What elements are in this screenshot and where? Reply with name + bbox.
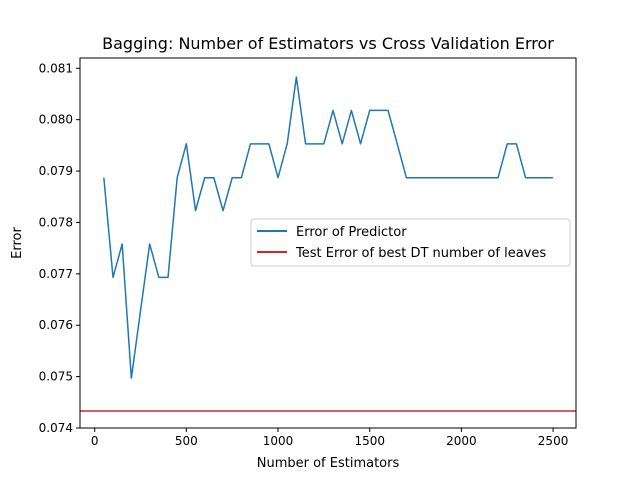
- y-tick-label: 0.077: [39, 267, 73, 281]
- x-axis: 0 500 1000 1500 2000 2500: [91, 428, 569, 448]
- series-layer: [80, 76, 576, 412]
- y-axis-label: Error: [10, 227, 25, 259]
- plot-frame: [79, 57, 577, 429]
- x-axis-label: Number of Estimators: [257, 456, 400, 471]
- legend-label-test-error: Test Error of best DT number of leaves: [295, 246, 546, 261]
- legend-label-error-of-predictor: Error of Predictor: [296, 225, 407, 240]
- x-tick-label: 0: [91, 434, 99, 448]
- y-tick-label: 0.080: [39, 113, 73, 127]
- y-tick-label: 0.074: [39, 421, 73, 435]
- x-tick-label: 2500: [538, 434, 569, 448]
- y-axis: 0.074 0.075 0.076 0.077 0.078 0.079 0.080 0.081: [39, 61, 80, 435]
- y-tick-label: 0.075: [39, 370, 73, 384]
- chart-title: Bagging: Number of Estimators vs Cross V…: [102, 34, 554, 53]
- x-tick-label: 500: [175, 434, 198, 448]
- legend-box: [250, 218, 571, 267]
- x-tick-label: 1500: [354, 434, 385, 448]
- y-tick-label: 0.078: [39, 215, 73, 229]
- series-line-error-of-predictor: [103, 76, 554, 379]
- x-tick-label: 2000: [446, 434, 477, 448]
- y-tick-label: 0.081: [39, 61, 73, 75]
- x-tick-label: 1000: [263, 434, 294, 448]
- y-tick-label: 0.076: [39, 318, 73, 332]
- y-tick-label: 0.079: [39, 164, 73, 178]
- legend: Error of Predictor Test Error of best DT…: [250, 218, 571, 267]
